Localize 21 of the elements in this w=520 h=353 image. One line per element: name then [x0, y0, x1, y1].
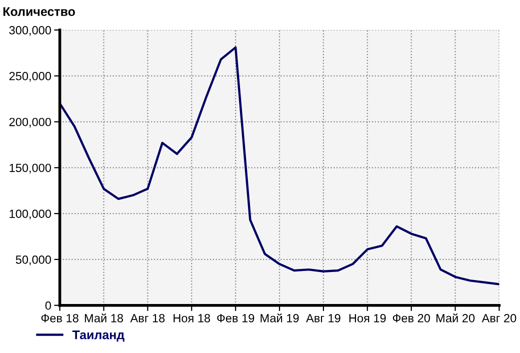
x-tick-label: Ноя 19 — [349, 314, 386, 322]
x-tick-label: Фев 20 — [392, 314, 430, 322]
x-tick-label: Авг 18 — [130, 314, 165, 322]
chart-title: Количество — [3, 7, 75, 16]
legend-label: Таиланд — [72, 330, 124, 342]
x-tick-label: Ноя 18 — [174, 314, 210, 322]
x-tick-label: Авг 19 — [306, 314, 340, 322]
x-tick-label: Авг 20 — [482, 314, 516, 322]
y-tick-label: 200,000 — [9, 118, 52, 128]
x-tick-label: Май 19 — [260, 313, 299, 322]
x-tick-label: Май 20 — [436, 313, 475, 322]
y-tick-label: 50,000 — [16, 255, 52, 266]
y-tick-label: 300,000 — [9, 26, 52, 36]
y-tick-label: 0 — [45, 301, 52, 310]
x-tick-label: Май 18 — [84, 313, 123, 322]
line-series — [60, 46, 500, 286]
x-tick-label: Фев 18 — [41, 314, 78, 322]
y-tick-label: 150,000 — [10, 164, 52, 174]
x-tick-label: Фев 19 — [217, 314, 254, 322]
y-tick-label: 250,000 — [9, 72, 52, 82]
y-tick-label: 100,000 — [10, 210, 52, 220]
